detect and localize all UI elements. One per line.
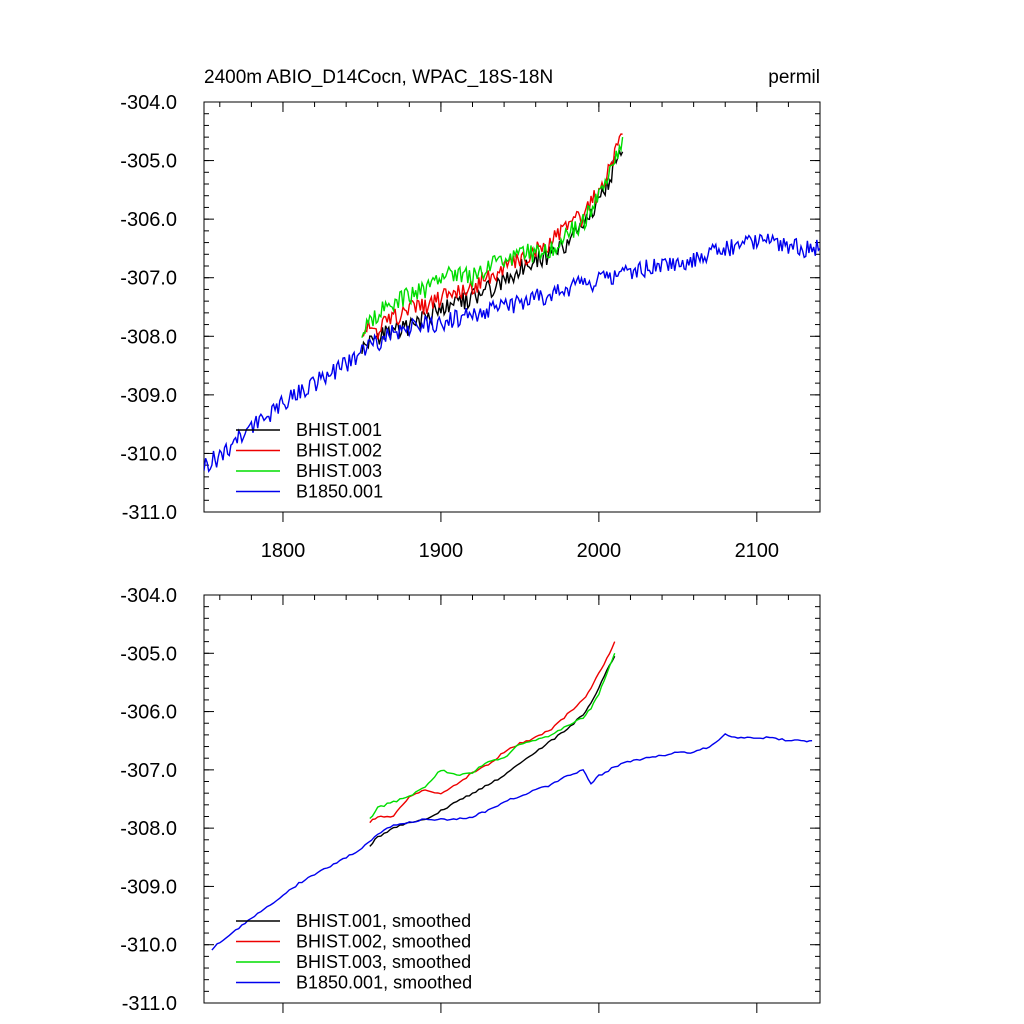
legend-label: B1850.001, smoothed	[296, 973, 472, 993]
bottom-panel: -304.0 -305.0 -306.0 -307.0 -308.0 -309.0 -310…	[120, 585, 821, 1015]
series-line-bhist-002	[369, 641, 616, 824]
x-tick-label: 1800	[261, 540, 306, 562]
series-line-bhist-001	[361, 148, 624, 354]
x-tick-label: 2000	[577, 540, 622, 562]
plot-frame	[203, 101, 821, 513]
series-line-bhist-001	[369, 655, 616, 847]
y-tick-label: -309.0	[120, 385, 177, 407]
series-line-bhist-002	[361, 133, 623, 340]
y-tick-label: -305.0	[120, 151, 177, 173]
y-tick-label: -306.0	[120, 209, 177, 231]
y-tick-label: -311.0	[122, 993, 177, 1015]
y-tick-label: -305.0	[120, 643, 177, 665]
series-line-bhist-003	[369, 653, 616, 820]
chart-title: 2400m ABIO_D14Cocn, WPAC_18S-18N	[204, 67, 553, 88]
y-tick-label: -311.0	[122, 502, 177, 524]
legend-label: BHIST.003	[296, 461, 382, 481]
x-tick-label: 1900	[419, 540, 464, 562]
legend-label: BHIST.001, smoothed	[296, 911, 471, 931]
y-tick-label: -304.0	[120, 585, 177, 607]
legend-label: B1850.001	[296, 482, 383, 502]
units-label: permil	[768, 67, 820, 88]
y-tick-label: -304.0	[120, 92, 177, 114]
legend-label: BHIST.003, smoothed	[296, 952, 471, 972]
legend-label: BHIST.001	[296, 420, 382, 440]
legend-label: BHIST.002, smoothed	[296, 932, 471, 952]
legend-label: BHIST.002	[296, 441, 382, 461]
x-tick-label: 2100	[735, 540, 780, 562]
top-panel: -304.0 -305.0 -306.0 -307.0 -308.0 -309.0 -310…	[120, 92, 821, 562]
y-tick-label: -307.0	[120, 760, 177, 782]
y-tick-label: -307.0	[120, 268, 177, 290]
series-line-b1850-001	[204, 233, 820, 473]
y-tick-label: -310.0	[120, 935, 177, 957]
y-tick-label: -308.0	[120, 818, 177, 840]
y-tick-label: -310.0	[120, 443, 177, 465]
y-tick-label: -308.0	[120, 326, 177, 348]
series-line-b1850-001	[211, 733, 813, 951]
series-line-bhist-003	[361, 137, 624, 338]
plot-frame	[203, 594, 821, 1004]
y-tick-label: -306.0	[120, 702, 177, 724]
y-tick-label: -309.0	[120, 876, 177, 898]
